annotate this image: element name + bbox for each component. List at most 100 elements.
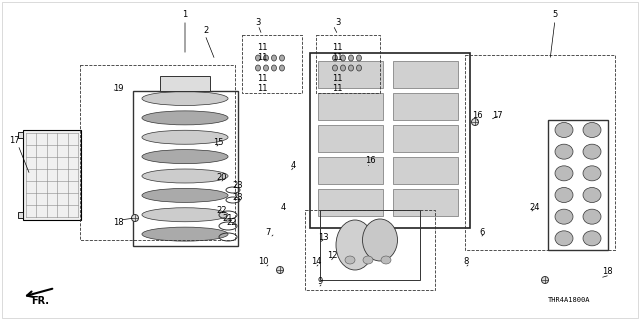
Text: 11: 11 — [332, 74, 342, 83]
Text: 13: 13 — [317, 233, 328, 242]
Text: THR4A1800A: THR4A1800A — [547, 297, 590, 303]
Ellipse shape — [555, 123, 573, 138]
Text: 23: 23 — [233, 193, 243, 202]
Ellipse shape — [142, 169, 228, 183]
Text: 17: 17 — [9, 135, 19, 145]
Ellipse shape — [583, 166, 601, 181]
Ellipse shape — [345, 256, 355, 264]
Bar — [132, 91, 237, 245]
Bar — [320, 210, 420, 280]
Ellipse shape — [363, 256, 373, 264]
Bar — [318, 92, 383, 119]
Ellipse shape — [555, 166, 573, 181]
Ellipse shape — [280, 55, 285, 61]
Text: FR.: FR. — [31, 296, 49, 306]
Text: 16: 16 — [472, 110, 483, 119]
Text: 24: 24 — [530, 203, 540, 212]
Bar — [316, 35, 380, 93]
Ellipse shape — [142, 227, 228, 241]
Ellipse shape — [142, 150, 228, 164]
Text: 4: 4 — [280, 203, 285, 212]
Bar — [318, 124, 383, 151]
Ellipse shape — [583, 144, 601, 159]
Bar — [548, 120, 608, 250]
Bar — [318, 60, 383, 87]
Text: 2: 2 — [204, 26, 209, 35]
Text: 15: 15 — [212, 138, 223, 147]
Ellipse shape — [142, 92, 228, 106]
Ellipse shape — [264, 65, 269, 71]
Ellipse shape — [555, 188, 573, 203]
Ellipse shape — [340, 55, 346, 61]
Ellipse shape — [356, 65, 362, 71]
Ellipse shape — [472, 118, 479, 125]
Ellipse shape — [271, 55, 276, 61]
Ellipse shape — [583, 188, 601, 203]
Text: 5: 5 — [552, 10, 557, 19]
Text: 3: 3 — [255, 18, 260, 27]
Text: 19: 19 — [113, 84, 124, 92]
Bar — [465, 55, 615, 250]
Ellipse shape — [541, 276, 548, 284]
Text: 12: 12 — [327, 251, 337, 260]
Bar — [18, 132, 23, 138]
Text: 7: 7 — [266, 228, 271, 236]
Text: 11: 11 — [257, 52, 268, 61]
Bar — [18, 212, 23, 218]
Bar — [393, 92, 458, 119]
Ellipse shape — [276, 267, 284, 274]
Bar — [393, 188, 458, 215]
Ellipse shape — [333, 65, 337, 71]
Text: 18: 18 — [602, 268, 612, 276]
Ellipse shape — [362, 219, 397, 261]
Ellipse shape — [555, 209, 573, 224]
Bar — [80, 65, 235, 240]
Text: 8: 8 — [463, 258, 468, 267]
Ellipse shape — [349, 65, 353, 71]
Text: 23: 23 — [233, 180, 243, 189]
Ellipse shape — [142, 188, 228, 202]
Bar — [23, 130, 81, 220]
Bar — [305, 210, 435, 290]
Ellipse shape — [356, 55, 362, 61]
Ellipse shape — [142, 111, 228, 125]
Ellipse shape — [336, 220, 374, 270]
Text: 18: 18 — [113, 218, 124, 227]
Text: 11: 11 — [257, 43, 268, 52]
Ellipse shape — [349, 55, 353, 61]
Ellipse shape — [555, 231, 573, 246]
Ellipse shape — [271, 65, 276, 71]
Text: 6: 6 — [479, 228, 484, 236]
Ellipse shape — [381, 256, 391, 264]
Text: 11: 11 — [257, 74, 268, 83]
Text: 20: 20 — [217, 172, 227, 181]
Ellipse shape — [142, 130, 228, 144]
Ellipse shape — [583, 231, 601, 246]
Text: 3: 3 — [335, 18, 340, 27]
Ellipse shape — [131, 214, 138, 221]
Bar — [393, 124, 458, 151]
Ellipse shape — [555, 144, 573, 159]
Bar — [242, 35, 302, 93]
Text: 22: 22 — [227, 218, 237, 227]
Text: 14: 14 — [311, 258, 321, 267]
Text: 1: 1 — [182, 10, 188, 19]
Text: 9: 9 — [317, 277, 323, 286]
Text: 11: 11 — [257, 84, 268, 92]
Ellipse shape — [333, 55, 337, 61]
Text: 11: 11 — [332, 52, 342, 61]
Text: 21: 21 — [223, 213, 233, 222]
Bar — [318, 156, 383, 183]
Text: 22: 22 — [217, 205, 227, 214]
Ellipse shape — [142, 208, 228, 222]
Ellipse shape — [340, 65, 346, 71]
Bar — [160, 76, 210, 91]
Ellipse shape — [583, 123, 601, 138]
Text: 4: 4 — [291, 161, 296, 170]
Ellipse shape — [255, 65, 260, 71]
Bar — [310, 52, 470, 228]
Bar — [393, 156, 458, 183]
Ellipse shape — [255, 55, 260, 61]
Text: 16: 16 — [365, 156, 375, 164]
Text: 11: 11 — [332, 84, 342, 92]
